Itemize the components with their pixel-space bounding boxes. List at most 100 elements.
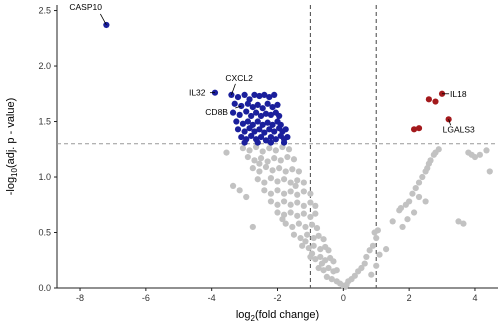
- data-point-down: [264, 119, 271, 126]
- data-point-ns: [422, 198, 429, 205]
- data-point-ns: [333, 267, 340, 274]
- data-point-down: [269, 104, 276, 111]
- y-axis-title-sub: 10: [10, 167, 19, 176]
- data-point-ns: [287, 179, 294, 186]
- y-axis-title-pre: -log: [5, 177, 17, 195]
- data-point-down: [234, 94, 242, 101]
- data-point-ns: [254, 176, 261, 183]
- data-point-ns: [294, 199, 301, 206]
- data-point-ns: [312, 210, 319, 217]
- data-point-down: [257, 112, 265, 120]
- data-point-ns: [295, 168, 302, 175]
- data-point-ns: [410, 209, 418, 216]
- data-point-ns: [313, 224, 321, 232]
- data-point-ns: [369, 242, 377, 249]
- data-point-down: [248, 112, 255, 120]
- data-point-ns: [406, 198, 413, 205]
- data-point-down: [259, 105, 266, 112]
- data-point-ns: [412, 185, 419, 192]
- data-point-ns: [455, 218, 462, 225]
- data-point-down: [254, 118, 261, 125]
- data-point-down: [254, 139, 261, 146]
- data-point-ns: [305, 244, 312, 252]
- data-point-ns: [315, 232, 322, 239]
- data-point-ns: [371, 229, 378, 236]
- data-point-ns: [317, 246, 324, 253]
- data-point-ns: [312, 202, 319, 209]
- data-point-ns: [366, 247, 373, 254]
- threshold-lines: [57, 5, 498, 288]
- x-tick-label: -8: [76, 293, 84, 303]
- data-point-down: [229, 109, 237, 116]
- x-axis-title: log2(fold change): [236, 309, 319, 323]
- data-point-ns: [483, 147, 490, 154]
- data-point-down: [254, 101, 261, 108]
- data-point-ns: [435, 146, 442, 153]
- data-point-ns: [284, 153, 291, 161]
- data-point-ns: [256, 160, 263, 167]
- gene-label: CD8B: [205, 107, 228, 117]
- data-point-ns: [310, 242, 317, 249]
- data-point-ns: [271, 155, 278, 162]
- gene-label: IL18: [450, 89, 467, 99]
- data-point-ns: [280, 176, 288, 183]
- data-point-down: [266, 94, 273, 101]
- gene-label-leader: [100, 13, 107, 26]
- data-point-ns: [282, 168, 289, 175]
- y-axis-title-post: (adj. p - value): [5, 98, 17, 168]
- data-point-down: [256, 126, 263, 133]
- data-point-ns: [383, 246, 390, 253]
- data-point-up: [410, 126, 418, 133]
- data-point-ns: [249, 165, 256, 172]
- data-point-ns: [415, 193, 423, 201]
- data-point-ns: [300, 210, 307, 217]
- y-axis-title: -log10(adj. p - value): [5, 98, 19, 196]
- data-point-up: [425, 96, 432, 103]
- x-tick-label: -6: [142, 293, 150, 303]
- data-point-down: [243, 108, 250, 115]
- data-point-down: [259, 121, 266, 128]
- data-point-ns: [323, 273, 330, 281]
- data-point-ns: [415, 179, 423, 186]
- data-point-ns: [312, 256, 319, 263]
- data-point-ns: [272, 147, 279, 154]
- data-point-ns: [269, 167, 276, 174]
- data-point-ns: [274, 187, 281, 194]
- data-point-down: [261, 129, 268, 136]
- data-point-ns: [389, 218, 396, 225]
- data-point-down: [264, 100, 271, 107]
- y-tick-label: 2.0: [38, 61, 51, 71]
- gene-label: CASP10: [69, 2, 102, 12]
- data-point-ns: [399, 223, 406, 231]
- data-point-ns: [318, 260, 326, 267]
- x-axis-title-post: (fold change): [255, 309, 319, 321]
- data-point-down: [274, 101, 281, 108]
- data-point-up: [432, 98, 439, 105]
- data-point-ns: [267, 175, 275, 182]
- data-point-down: [233, 118, 240, 125]
- x-axis-title-pre: log: [236, 309, 251, 321]
- data-point-down: [269, 121, 276, 128]
- data-point-ns: [274, 201, 281, 208]
- data-point-ns: [328, 276, 335, 283]
- data-point-ns: [302, 238, 309, 245]
- y-tick-label: 1.5: [38, 117, 51, 127]
- data-point-ns: [289, 166, 296, 173]
- data-point-ns: [280, 198, 288, 205]
- gene-label: IL32: [189, 88, 206, 98]
- data-point-ns: [308, 250, 316, 257]
- data-point-ns: [300, 202, 307, 209]
- data-point-ns: [307, 199, 314, 206]
- data-point-down: [271, 91, 278, 98]
- data-point-ns: [376, 251, 383, 258]
- data-point-ns: [315, 264, 322, 272]
- data-point-down: [238, 133, 245, 141]
- data-point-ns: [325, 264, 332, 272]
- data-point-down: [272, 136, 279, 143]
- x-tick-label: -2: [273, 293, 281, 303]
- x-tick-label: 0: [341, 293, 346, 303]
- data-point-ns: [404, 216, 411, 223]
- data-point-down: [251, 91, 258, 98]
- data-point-ns: [330, 258, 337, 265]
